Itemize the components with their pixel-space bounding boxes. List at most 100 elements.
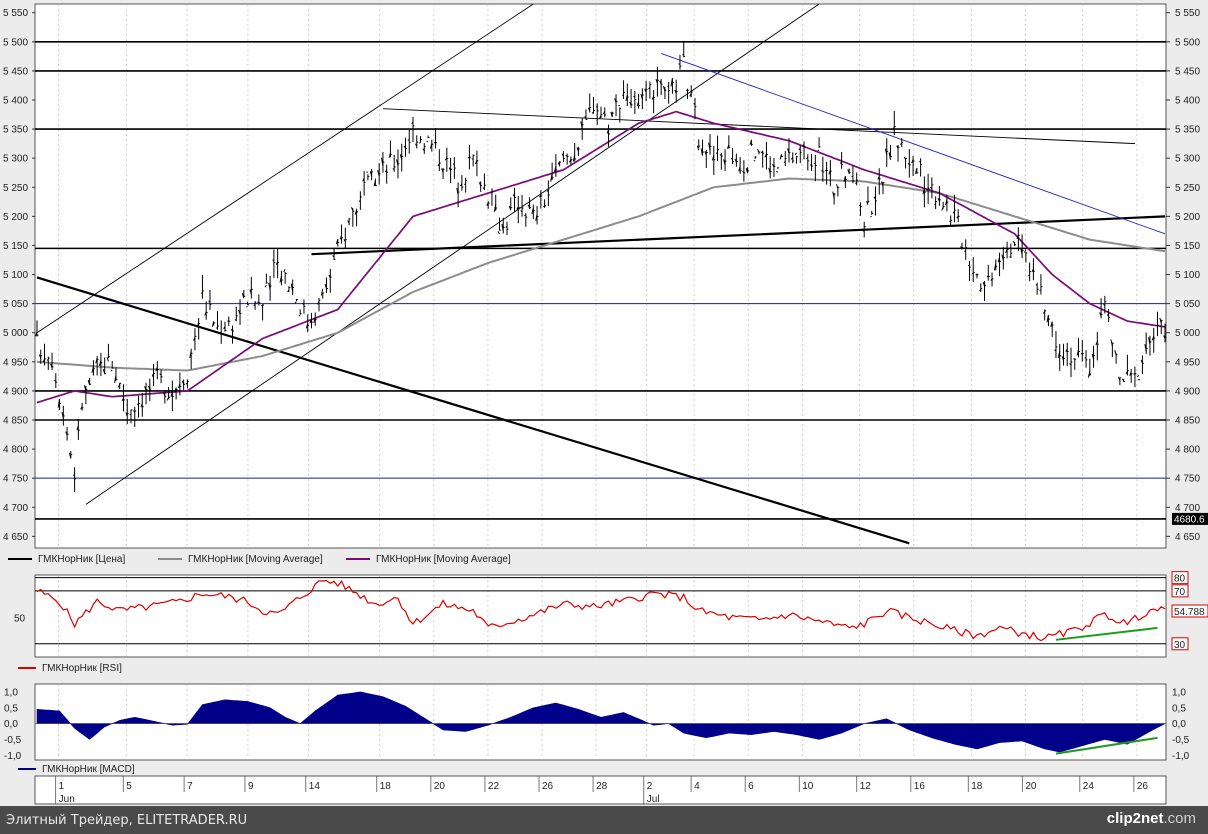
price-y-tick-left: 4 950 (3, 357, 28, 368)
price-y-tick-right: 5 250 (1175, 183, 1200, 194)
price-y-tick-left: 5 350 (3, 125, 28, 136)
price-bar-open-tick (1057, 351, 1061, 358)
price-bar-open-tick (508, 205, 512, 211)
price-bar-open-tick (1114, 350, 1117, 355)
price-bar-open-tick (399, 154, 403, 160)
price-bar-open-tick (678, 63, 681, 65)
macd-y-tick-left: 0,5 (4, 703, 18, 714)
price-bar-open-tick (993, 263, 997, 271)
price-bar-open-tick (1087, 371, 1091, 378)
price-bar-open-tick (839, 162, 843, 165)
clip2net-logo-tld: .com (1163, 810, 1196, 827)
price-bar-open-tick (806, 157, 809, 160)
macd-y-tick-right: -0,5 (1172, 735, 1190, 746)
price-bar-open-tick (738, 166, 741, 172)
price-bar-open-tick (520, 210, 523, 213)
price-bar-open-tick (294, 301, 297, 304)
price-bar-open-tick (283, 268, 286, 273)
price-bar-open-tick (907, 163, 910, 165)
date-label: 14 (309, 781, 321, 792)
price-bar-open-tick (257, 301, 260, 303)
price-bar-open-tick (328, 274, 331, 279)
price-bar-open-tick (444, 157, 448, 161)
price-bar-open-tick (561, 153, 564, 157)
price-bar-open-tick (159, 373, 162, 376)
price-bar-open-tick (1061, 356, 1064, 361)
price-bar-open-tick (809, 163, 812, 166)
price-bar-open-tick (922, 188, 925, 195)
price-bar-open-tick (407, 139, 410, 141)
price-bar-open-tick (317, 301, 320, 305)
price-bar-open-tick (1042, 311, 1046, 314)
price-bar-open-tick (362, 177, 365, 182)
price-bar-open-tick (1046, 314, 1049, 323)
price-bar-open-tick (343, 239, 346, 242)
price-bar-open-tick (238, 309, 241, 315)
price-bar-open-tick (531, 207, 534, 215)
price-bar-open-tick (937, 197, 940, 202)
rsi-value-badge (1171, 637, 1189, 651)
price-bar-open-tick (723, 159, 726, 166)
price-bar-open-tick (61, 412, 64, 419)
price-bar-open-tick (971, 272, 974, 275)
macd-y-tick-right: 0,0 (1172, 719, 1186, 730)
rsi-value-badge-text: 54.788 (1174, 607, 1205, 618)
price-bar-open-tick (775, 170, 779, 173)
price-bar-open-tick (302, 302, 305, 306)
date-label: 1 (59, 781, 65, 792)
trend-line (36, 3, 534, 334)
price-bar-open-tick (287, 289, 290, 293)
price-bar-open-tick (174, 387, 177, 393)
price-bar-open-tick (121, 397, 124, 402)
price-bar-open-tick (478, 182, 482, 186)
price-bar-open-tick (1099, 312, 1102, 317)
rsi-value-badge-text: 70 (1174, 587, 1186, 598)
price-bar-open-tick (527, 204, 531, 209)
price-bar-open-tick (610, 111, 613, 118)
price-bar-open-tick (377, 170, 380, 177)
price-bar-open-tick (1065, 348, 1068, 353)
price-bar-open-tick (896, 145, 899, 149)
date-label: 18 (971, 781, 983, 792)
legend-entry: ГМКНорНик [RSI] (42, 663, 122, 674)
price-bar-open-tick (1110, 339, 1113, 347)
price-bar-open-tick (350, 207, 354, 211)
price-bar-open-tick (1024, 249, 1027, 253)
price-bar-open-tick (587, 107, 591, 111)
price-bar-open-tick (794, 152, 797, 156)
price-bar-open-tick (742, 171, 745, 173)
price-y-tick-left: 4 700 (3, 503, 28, 514)
price-bar-open-tick (648, 87, 651, 90)
price-bar-open-tick (813, 162, 816, 165)
price-y-tick-left: 4 650 (3, 532, 28, 543)
price-y-tick-right: 5 550 (1175, 8, 1200, 19)
price-bar-open-tick (569, 158, 572, 163)
price-y-tick-left: 5 400 (3, 96, 28, 107)
price-y-tick-right: 4 650 (1175, 532, 1200, 543)
price-bar-open-tick (110, 369, 113, 372)
price-bar-open-tick (208, 300, 211, 303)
price-bar-open-tick (234, 319, 237, 321)
rsi-value-badge (1171, 571, 1189, 585)
price-bar-open-tick (68, 452, 72, 459)
price-bar-open-tick (1159, 317, 1162, 324)
price-bar-open-tick (1129, 371, 1132, 376)
price-bar-open-tick (911, 159, 914, 163)
price-bar-open-tick (914, 168, 918, 174)
price-bar-open-tick (975, 273, 978, 276)
date-axis-area (34, 775, 1167, 805)
price-bar-open-tick (1012, 241, 1016, 244)
price-bar-open-tick (117, 383, 121, 388)
price-bar-open-tick (553, 166, 557, 173)
price-bar-open-tick (298, 314, 301, 317)
legend-entry: ГМКНорНик [Цена] (38, 554, 125, 565)
price-bar-open-tick (196, 321, 200, 328)
price-bar-open-tick (821, 169, 824, 172)
price-bar-open-tick (253, 304, 256, 307)
date-label: 4 (694, 781, 700, 792)
price-bar-open-tick (997, 257, 1001, 263)
date-label: 2 (647, 781, 653, 792)
macd-y-tick-left: -0,5 (4, 735, 22, 746)
price-bar-open-tick (1136, 374, 1140, 378)
price-current-badge (1172, 512, 1208, 525)
